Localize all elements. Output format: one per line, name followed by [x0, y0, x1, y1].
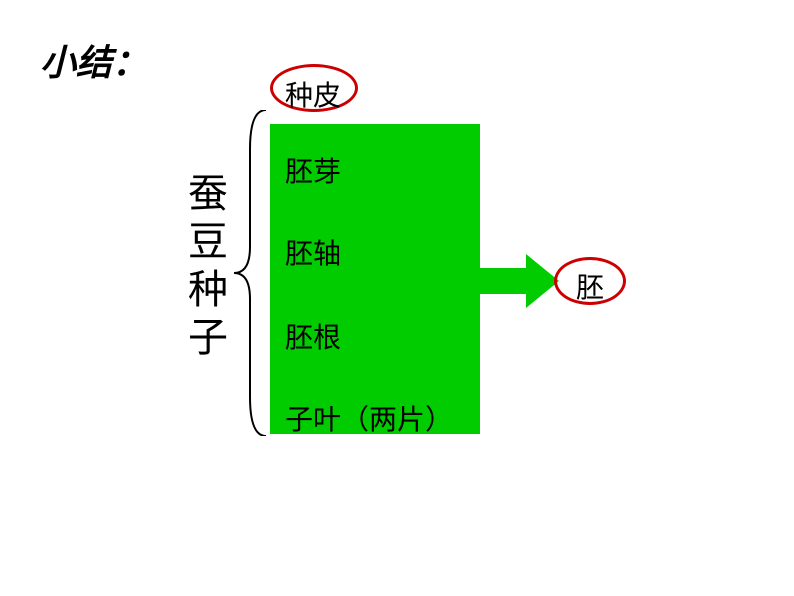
- hypocotyl-label: 胚轴: [285, 232, 341, 272]
- radicle-label: 胚根: [285, 316, 341, 356]
- arrow-shaft: [480, 268, 526, 294]
- plumule-label: 胚芽: [285, 150, 341, 190]
- summary-title: 小结：: [40, 34, 148, 86]
- brace-path: [234, 110, 266, 436]
- cotyledon-label: 子叶（两片）: [285, 398, 453, 438]
- seed-coat-label: 种皮: [285, 74, 341, 114]
- brace-icon: [230, 110, 270, 436]
- seed-vertical-label: 蚕豆种子: [175, 172, 233, 364]
- embryo-label: 胚: [576, 266, 604, 306]
